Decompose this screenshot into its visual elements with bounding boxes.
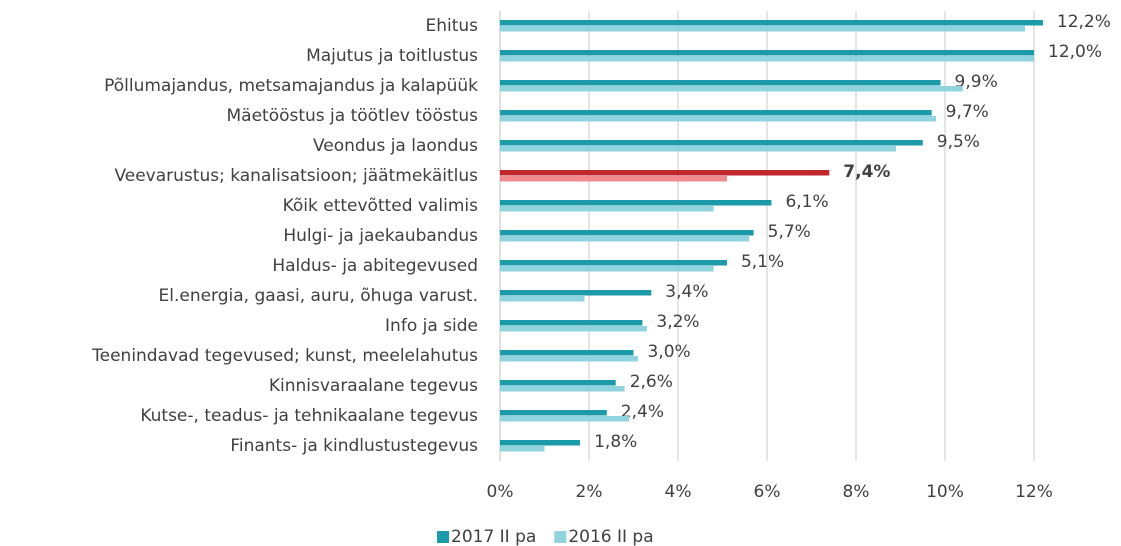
bar: [500, 416, 630, 422]
x-tick-label: 4%: [665, 482, 692, 502]
bar: [500, 290, 652, 296]
value-label: 5,7%: [768, 222, 811, 242]
legend-swatch: [554, 531, 567, 543]
bar: [500, 380, 616, 386]
bar: [500, 230, 754, 236]
value-label: 5,1%: [741, 252, 784, 272]
value-label: 1,8%: [594, 432, 637, 452]
bar: [500, 176, 727, 182]
bar: [500, 80, 941, 86]
category-label: Ehitus: [425, 16, 478, 36]
bar: [500, 440, 581, 446]
legend-swatch: [437, 531, 449, 543]
bar: [500, 386, 625, 392]
x-tick-label: 6%: [754, 482, 781, 502]
legend-label: 2016 II pa: [568, 527, 653, 546]
value-label: 3,0%: [648, 342, 691, 362]
x-tick-label: 0%: [487, 482, 514, 502]
category-label: Finants- ja kindlustustegevus: [230, 436, 478, 456]
bar: [500, 320, 643, 326]
x-tick-label: 12%: [1015, 482, 1053, 502]
category-label: Kõik ettevõtted valimis: [283, 196, 479, 216]
bar: [500, 206, 714, 212]
bar: [500, 326, 647, 332]
category-label: Hulgi- ja jaekaubandus: [283, 226, 478, 246]
bar: [500, 350, 634, 356]
bar: [500, 200, 772, 206]
category-label: Veondus ja laondus: [313, 136, 478, 156]
value-label: 3,2%: [656, 312, 699, 332]
category-label: Majutus ja toitlustus: [306, 46, 478, 66]
category-label: Kutse-, teadus- ja tehnikaalane tegevus: [140, 406, 478, 426]
category-label: Teenindavad tegevused; kunst, meelelahut…: [91, 346, 478, 366]
bar: [500, 116, 937, 122]
value-label: 6,1%: [785, 192, 828, 212]
value-label: 2,4%: [621, 402, 664, 422]
value-label: 3,4%: [665, 282, 708, 302]
bar: [500, 260, 727, 266]
value-label: 9,9%: [955, 72, 998, 92]
bar: [500, 266, 714, 272]
category-label: Info ja side: [385, 316, 478, 336]
category-label: Mäetööstus ja töötlev tööstus: [226, 106, 478, 126]
category-label: El.energia, gaasi, auru, õhuga varust.: [159, 286, 479, 306]
x-tick-label: 8%: [843, 482, 870, 502]
bar: [500, 86, 963, 92]
bar: [500, 26, 1026, 32]
bar: [500, 140, 923, 146]
legend-label: 2017 II pa: [451, 527, 536, 546]
category-label: Veevarustus; kanalisatsioon; jäätmekäitl…: [114, 166, 478, 186]
value-label: 12,2%: [1057, 12, 1111, 32]
x-tick-label: 10%: [926, 482, 964, 502]
value-label: 2,6%: [630, 372, 673, 392]
bar: [500, 50, 1034, 56]
bar: [500, 146, 897, 152]
value-label: 9,5%: [937, 132, 980, 152]
bar: [500, 20, 1043, 26]
category-label: Haldus- ja abitegevused: [272, 256, 478, 276]
bar: [500, 236, 750, 242]
bar: [500, 56, 1034, 62]
value-label: 9,7%: [946, 102, 989, 122]
value-label: 12,0%: [1048, 42, 1102, 62]
bar: [500, 170, 830, 176]
bar: [500, 356, 638, 362]
x-tick-label: 2%: [576, 482, 603, 502]
bar: [500, 410, 607, 416]
bar: [500, 296, 585, 302]
category-label: Põllumajandus, metsamajandus ja kalapüük: [104, 76, 478, 96]
bar: [500, 446, 545, 452]
value-label: 7,4%: [843, 162, 890, 182]
bar: [500, 110, 932, 116]
category-label: Kinnisvaraalane tegevus: [269, 376, 478, 396]
